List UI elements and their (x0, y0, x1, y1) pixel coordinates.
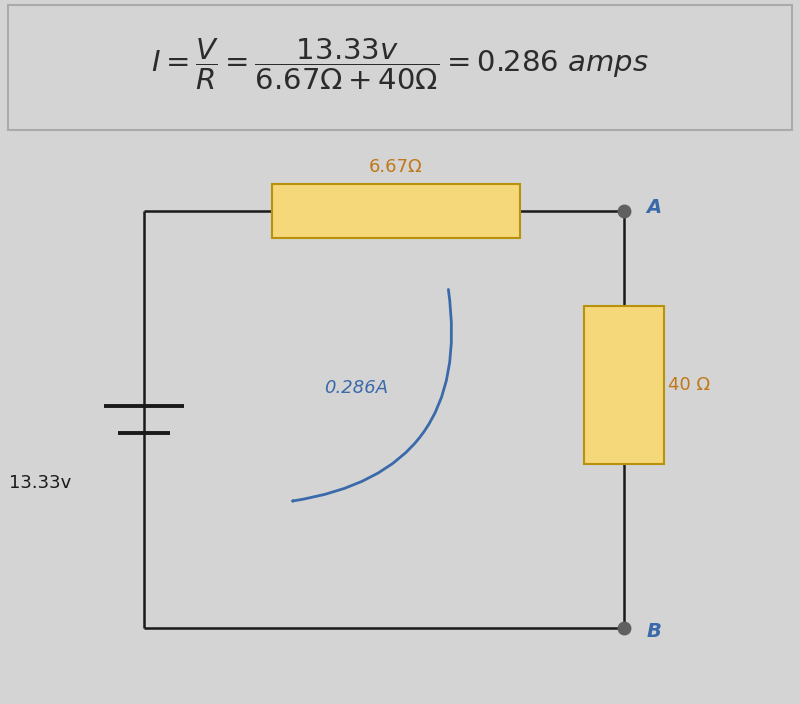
FancyArrowPatch shape (293, 289, 451, 501)
Text: $\mathit{I} = \dfrac{\mathit{V}}{\mathit{R}} = \dfrac{13.33v}{6.67\Omega + 40\Om: $\mathit{I} = \dfrac{\mathit{V}}{\mathit… (151, 37, 649, 92)
Text: 40 Ω: 40 Ω (668, 376, 710, 394)
Bar (584, 306, 664, 464)
Text: A: A (646, 199, 662, 218)
Text: B: B (646, 622, 662, 641)
Bar (272, 184, 520, 238)
Text: 0.286A: 0.286A (324, 379, 388, 397)
Text: 13.33v: 13.33v (9, 474, 71, 491)
Text: 6.67Ω: 6.67Ω (369, 158, 423, 176)
FancyBboxPatch shape (8, 6, 792, 130)
